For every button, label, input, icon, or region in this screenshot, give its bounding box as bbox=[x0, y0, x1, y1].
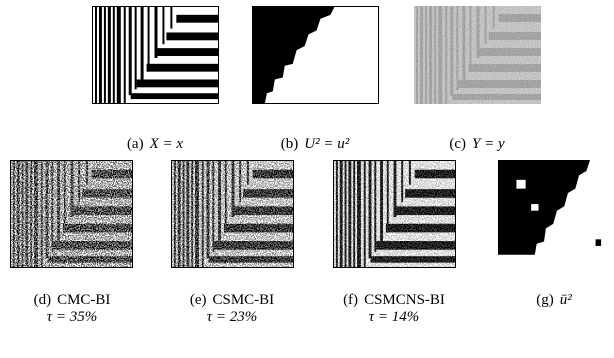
label: (f) bbox=[343, 292, 358, 308]
caption: (c) Y = y bbox=[387, 136, 567, 153]
image-u bbox=[252, 6, 379, 104]
caption-text: CMC-BI bbox=[57, 292, 110, 308]
image-cmc bbox=[10, 160, 133, 268]
caption-text: Y = y bbox=[472, 136, 505, 152]
caption-text: X = x bbox=[150, 136, 183, 152]
label: (b) bbox=[281, 136, 299, 152]
label: (d) bbox=[34, 292, 52, 308]
caption-text: CSMCNS-BI bbox=[364, 292, 445, 308]
caption: (b) U² = u² bbox=[225, 136, 405, 153]
caption-text: CSMC-BI bbox=[212, 292, 274, 308]
image-csmc bbox=[171, 160, 294, 268]
label: (e) bbox=[190, 292, 207, 308]
image-y bbox=[414, 6, 541, 104]
tau: τ = 14% bbox=[369, 309, 420, 325]
image-x bbox=[92, 6, 219, 104]
image-csmcns bbox=[333, 160, 456, 268]
caption: (a) X = x bbox=[65, 136, 245, 153]
label: (a) bbox=[127, 136, 144, 152]
figure: {"panels": [ {"label": "(a)", "caption":… bbox=[0, 0, 614, 358]
caption: (g) ū² bbox=[464, 292, 614, 309]
tau: τ = 35% bbox=[47, 309, 98, 325]
caption-text: ū² bbox=[560, 292, 572, 308]
image-ubar bbox=[498, 160, 614, 268]
tau: τ = 23% bbox=[207, 309, 258, 325]
label: (c) bbox=[449, 136, 466, 152]
caption-text: U² = u² bbox=[304, 136, 349, 152]
label: (g) bbox=[536, 292, 554, 308]
